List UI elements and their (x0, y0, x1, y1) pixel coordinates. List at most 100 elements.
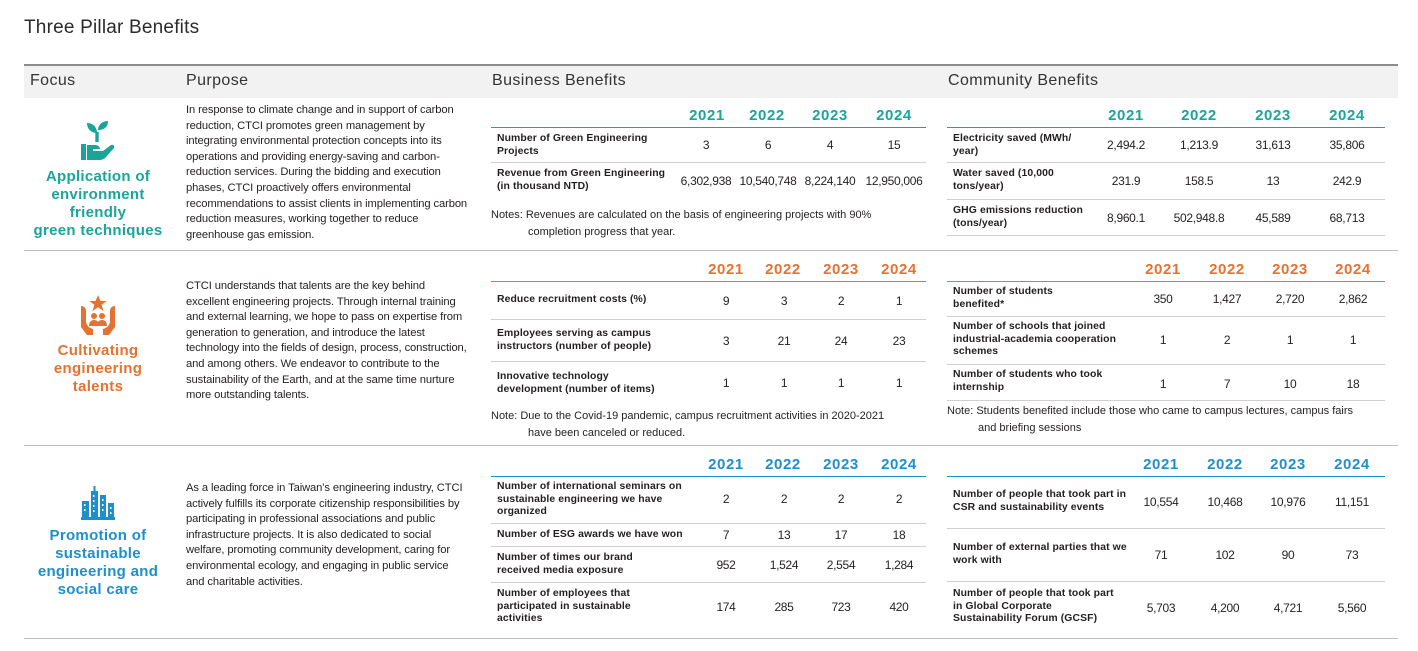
year-header: 2021 2022 2023 2024 (947, 104, 1385, 128)
cell-value: 10,976 (1270, 495, 1306, 509)
row-label: Number of international seminars on sust… (497, 481, 682, 518)
cell-value: 2 (837, 294, 845, 308)
cell-value: 350 (1153, 292, 1173, 306)
cell-value: 1 (1286, 333, 1294, 347)
pillar-title: Promotion of sustainable engineering and… (24, 527, 172, 599)
year-label: 2023 (823, 261, 859, 278)
table-row: Innovative technology development (numbe… (491, 362, 926, 400)
note-text: have been canceled or reduced. (528, 427, 686, 439)
cell-value: 21 (777, 334, 791, 348)
cell-value: 13 (777, 528, 791, 542)
row-label: Electricity saved (MWh/ year) (953, 133, 1072, 157)
row-label: Number of Green Engineering Projects (497, 133, 648, 157)
note-text: and briefing sessions (978, 422, 1082, 434)
year-label: 2022 (765, 456, 801, 473)
table-row: Number of Green Engineering Projects 3 6… (491, 128, 926, 163)
cell-value: 24 (834, 334, 848, 348)
cell-value: 1 (1159, 333, 1167, 347)
note-text: Notes: Revenues are calculated on the ba… (491, 209, 872, 221)
cell-value: 6 (764, 138, 772, 152)
cell-value: 6,302,938 (680, 174, 732, 188)
table-note: Note: Students benefited include those w… (947, 403, 1397, 437)
cell-value: 35,806 (1329, 138, 1365, 152)
cell-value: 231.9 (1111, 174, 1141, 188)
row-label: GHG emissions reduction (tons/year) (953, 205, 1083, 229)
cell-value: 2 (895, 492, 903, 506)
cell-value: 17 (834, 528, 848, 542)
cell-value: 2 (722, 492, 730, 506)
table-row: Number of students benefited* 350 1,427 … (947, 282, 1385, 317)
cell-value: 1 (1349, 333, 1357, 347)
cell-value: 1 (895, 376, 903, 390)
year-label: 2022 (765, 261, 801, 278)
cell-value: 102 (1215, 548, 1235, 562)
city-buildings-icon (81, 486, 115, 520)
cell-value: 8,960.1 (1107, 211, 1145, 225)
pillar-purpose: In response to climate change and in sup… (186, 104, 468, 241)
table-row: Number of people that took part in Globa… (947, 582, 1385, 635)
cell-value: 1,427 (1212, 292, 1242, 306)
table-row: Revenue from Green Engineering (in thous… (491, 163, 926, 199)
year-label: 2022 (1207, 456, 1243, 473)
cell-value: 1 (780, 376, 788, 390)
header-purpose: Purpose (186, 72, 249, 89)
table-row: Number of international seminars on sust… (491, 477, 926, 524)
row-label: Number of times our brand received media… (497, 552, 633, 576)
header-business-benefits: Business Benefits (492, 72, 626, 89)
cell-value: 4 (826, 138, 834, 152)
cell-value: 10,554 (1143, 495, 1179, 509)
year-label: 2023 (812, 107, 848, 124)
star-people-hands-icon (81, 295, 115, 335)
table-row: Number of employees that participated in… (491, 583, 926, 631)
year-header: 2021 2022 2023 2024 (491, 104, 926, 128)
year-label: 2024 (881, 261, 917, 278)
year-header: 2021 2022 2023 2024 (947, 453, 1385, 477)
cell-value: 90 (1281, 548, 1295, 562)
pillar-purpose: CTCI understands that talents are the ke… (186, 280, 467, 402)
year-underline (491, 280, 926, 282)
pillar-title-line: green techniques (33, 222, 163, 239)
year-header: 2021 2022 2023 2024 (947, 258, 1385, 282)
year-label: 2021 (689, 107, 725, 124)
community-benefits-table: 2021 2022 2023 2024 Number of students b… (947, 258, 1385, 401)
year-underline (947, 280, 1385, 282)
community-benefits-table: 2021 2022 2023 2024 Number of people tha… (947, 453, 1385, 635)
cell-value: 5,560 (1337, 601, 1367, 615)
note-text: Note: Due to the Covid-19 pandemic, camp… (491, 410, 885, 422)
row-label: Number of students who took internship (953, 369, 1103, 393)
year-label: 2022 (1209, 261, 1245, 278)
row-label: Number of ESG awards we have won (497, 529, 683, 540)
cell-value: 11,151 (1334, 495, 1369, 509)
cell-value: 1 (895, 294, 903, 308)
table-row: Number of times our brand received media… (491, 547, 926, 583)
cell-value: 2 (1223, 333, 1231, 347)
cell-value: 10 (1283, 377, 1297, 391)
row-label: Innovative technology development (numbe… (497, 371, 655, 395)
table-row: Number of external parties that we work … (947, 529, 1385, 582)
cell-value: 2 (780, 492, 788, 506)
cell-value: 2,494.2 (1107, 138, 1145, 152)
pillar-title-line: social care (57, 581, 139, 598)
row-label: Number of external parties that we work … (953, 542, 1127, 566)
year-label: 2024 (881, 456, 917, 473)
pillar-social-focus: Promotion of sustainable engineering and… (24, 483, 172, 599)
year-label: 2023 (1272, 261, 1308, 278)
year-header: 2021 2022 2023 2024 (491, 258, 926, 282)
community-benefits-table: 2021 2022 2023 2024 Electricity saved (M… (947, 104, 1385, 236)
pillar-title-line: sustainable (55, 545, 141, 562)
cell-value: 5,703 (1146, 601, 1176, 615)
row-label: Revenue from Green Engineering (in thous… (497, 168, 666, 192)
year-underline (947, 475, 1385, 477)
cell-value: 242.9 (1332, 174, 1362, 188)
cell-value: 18 (1346, 377, 1360, 391)
year-label: 2022 (1181, 107, 1217, 124)
row-label: Employees serving as campus instructors … (497, 328, 652, 352)
cell-value: 723 (831, 600, 851, 614)
cell-value: 1,213.9 (1180, 138, 1218, 152)
year-label: 2021 (1108, 107, 1144, 124)
cell-value: 3 (702, 138, 710, 152)
pillar-green-focus: Application of environment friendly gree… (24, 120, 172, 240)
row-divider (24, 638, 1398, 639)
cell-value: 15 (887, 138, 901, 152)
cell-value: 174 (716, 600, 736, 614)
